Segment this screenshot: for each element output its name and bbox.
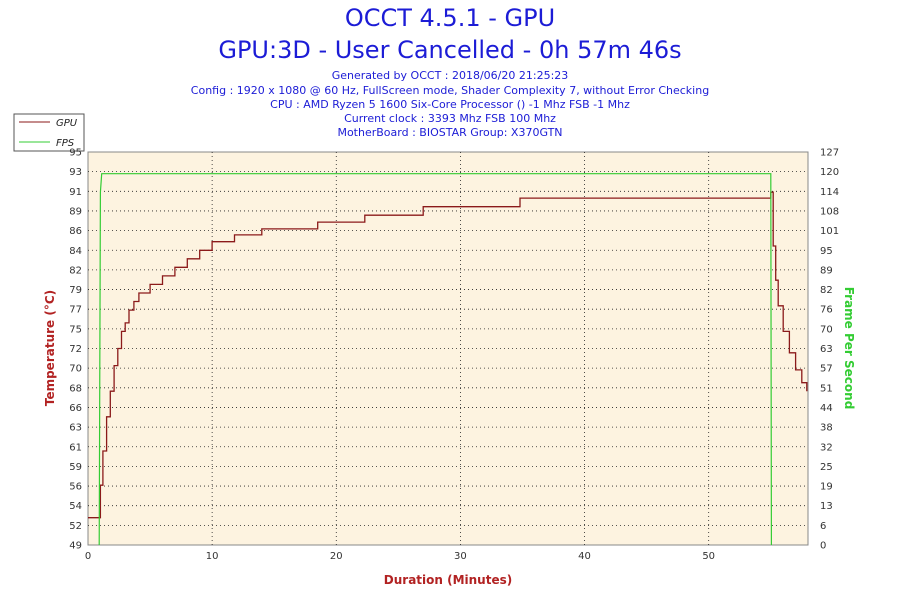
y-tick-label: 63 — [69, 423, 82, 434]
cpu-info: CPU : AMD Ryzen 5 1600 Six-Core Processo… — [270, 98, 630, 111]
fps-series-line — [98, 173, 772, 546]
y-tick-label: 84 — [69, 246, 82, 257]
x-tick-label: 40 — [578, 551, 591, 562]
x-tick-label: 50 — [702, 551, 715, 562]
y-tick-label: 75 — [69, 324, 82, 335]
y2-tick-label: 89 — [820, 265, 833, 276]
motherboard-info: MotherBoard : BIOSTAR Group: X370GTN — [337, 126, 563, 139]
y2-tick-label: 114 — [820, 187, 839, 198]
chart-title: OCCT 4.5.1 - GPU — [344, 4, 556, 32]
y-tick-label: 89 — [69, 206, 82, 217]
y-tick-label: 70 — [69, 364, 82, 375]
series-group — [88, 173, 808, 546]
y2-tick-label: 57 — [820, 364, 833, 375]
y2-tick-label: 25 — [820, 462, 833, 473]
generated-info: Generated by OCCT : 2018/06/20 21:25:23 — [331, 69, 569, 82]
grid — [88, 152, 808, 545]
y-tick-label: 61 — [69, 442, 82, 453]
legend: GPU FPS — [13, 113, 85, 152]
y-tick-label: 95 — [69, 148, 82, 159]
y2-tick-label: 13 — [820, 501, 833, 512]
y2-tick-label: 44 — [820, 403, 833, 414]
y2-tick-label: 38 — [820, 423, 833, 434]
y2-tick-label: 82 — [820, 285, 833, 296]
y-tick-label: 49 — [69, 541, 82, 552]
y-tick-label: 59 — [69, 462, 82, 473]
y2-tick-label: 51 — [820, 383, 833, 394]
y-tick-label: 91 — [69, 187, 82, 198]
y-tick-label: 68 — [69, 383, 82, 394]
y2-tick-label: 19 — [820, 482, 833, 493]
x-tick-label: 0 — [85, 551, 91, 562]
y2-tick-label: 120 — [820, 167, 839, 178]
x-axis-label: Duration (Minutes) — [384, 573, 512, 587]
y-tick-label: 82 — [69, 265, 82, 276]
y2-tick-label: 70 — [820, 324, 833, 335]
y-tick-label: 52 — [69, 521, 82, 532]
x-tick-label: 30 — [454, 551, 467, 562]
y2-tick-label: 0 — [820, 541, 826, 552]
y-tick-label: 93 — [69, 167, 82, 178]
y2-tick-label: 95 — [820, 246, 833, 257]
y-tick-label: 77 — [69, 305, 82, 316]
legend-gpu-label: GPU — [56, 118, 78, 129]
chart-subtitle: GPU:3D - User Cancelled - 0h 57m 46s — [218, 36, 682, 64]
y-tick-label: 54 — [69, 501, 82, 512]
y2-axis-label: Frame Per Second — [842, 287, 856, 410]
y-tick-label: 72 — [69, 344, 82, 355]
y2-tick-label: 76 — [820, 305, 833, 316]
y2-tick-label: 6 — [820, 521, 826, 532]
y-tick-label: 56 — [69, 482, 82, 493]
x-tick-label: 20 — [330, 551, 343, 562]
x-tick-label: 10 — [206, 551, 219, 562]
y2-tick-label: 108 — [820, 206, 839, 217]
y2-tick-label: 63 — [820, 344, 833, 355]
y-tick-label: 79 — [69, 285, 82, 296]
gpu-series-line — [88, 191, 808, 519]
clock-info: Current clock : 3393 Mhz FSB 100 Mhz — [344, 112, 556, 125]
config-info: Config : 1920 x 1080 @ 60 Hz, FullScreen… — [190, 84, 710, 97]
y2-tick-label: 101 — [820, 226, 839, 237]
y2-tick-label: 127 — [820, 148, 839, 159]
y2-tick-label: 32 — [820, 442, 833, 453]
y-tick-label: 86 — [69, 226, 82, 237]
y-tick-label: 66 — [69, 403, 82, 414]
y-axis-label: Temperature (°C) — [43, 290, 57, 406]
legend-fps-label: FPS — [56, 138, 75, 149]
